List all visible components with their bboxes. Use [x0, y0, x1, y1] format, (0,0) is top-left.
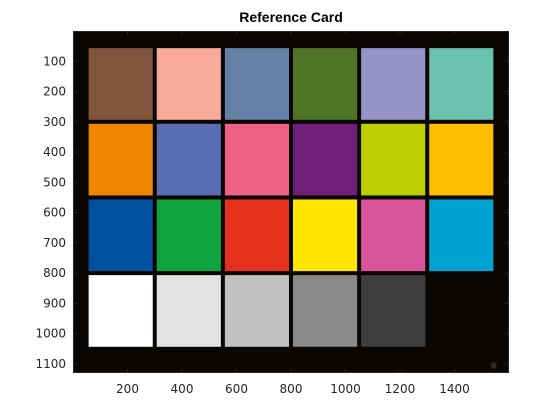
y-tick-label: 600	[43, 206, 66, 220]
x-tick-label: 1200	[385, 382, 416, 396]
color-patch-r0-c4	[361, 48, 426, 120]
x-tick-label: 200	[116, 382, 139, 396]
chart-title: Reference Card	[239, 9, 343, 25]
y-tick-label: 300	[43, 115, 66, 129]
color-patch-r0-c3	[293, 48, 358, 120]
color-patch-r0-c5	[429, 48, 494, 120]
y-tick-label: 500	[43, 175, 66, 189]
color-patch-r2-c5	[429, 199, 494, 272]
color-patch-r2-c4	[361, 199, 426, 272]
y-tick-label: 800	[43, 266, 66, 280]
x-tick-label: 800	[280, 382, 303, 396]
y-tick-label: 900	[43, 296, 66, 310]
color-patch-r0-c2	[224, 48, 289, 120]
color-patch-r3-c3	[293, 275, 358, 347]
y-tick-label: 1000	[35, 327, 66, 341]
x-tick-label: 600	[225, 382, 248, 396]
color-patch-r1-c1	[156, 123, 221, 196]
y-tick-label: 1100	[35, 357, 66, 371]
color-patch-r3-c5	[429, 275, 494, 347]
color-patch-r1-c0	[88, 123, 153, 196]
corner-mark	[491, 362, 497, 369]
color-patch-r0-c1	[156, 48, 221, 120]
color-patch-r1-c3	[293, 123, 358, 196]
y-tick-label: 700	[43, 236, 66, 250]
x-tick-label: 1000	[330, 382, 361, 396]
y-tick-label: 100	[43, 54, 66, 68]
y-tick-label: 200	[43, 85, 66, 99]
color-patch-r3-c1	[156, 275, 221, 347]
color-patch-r3-c0	[88, 275, 153, 347]
color-patch-r2-c2	[224, 199, 289, 272]
color-patch-r3-c4	[361, 275, 426, 347]
color-patch-r0-c0	[88, 48, 153, 120]
color-patch-r1-c5	[429, 123, 494, 196]
x-tick-label: 1400	[439, 382, 470, 396]
color-patch-r2-c1	[156, 199, 221, 272]
color-patch-r2-c3	[293, 199, 358, 272]
color-patch-r3-c2	[224, 275, 289, 347]
color-patch-r1-c2	[224, 123, 289, 196]
y-tick-label: 400	[43, 145, 66, 159]
color-patch-r2-c0	[88, 199, 153, 272]
x-tick-label: 400	[171, 382, 194, 396]
color-patch-r1-c4	[361, 123, 426, 196]
